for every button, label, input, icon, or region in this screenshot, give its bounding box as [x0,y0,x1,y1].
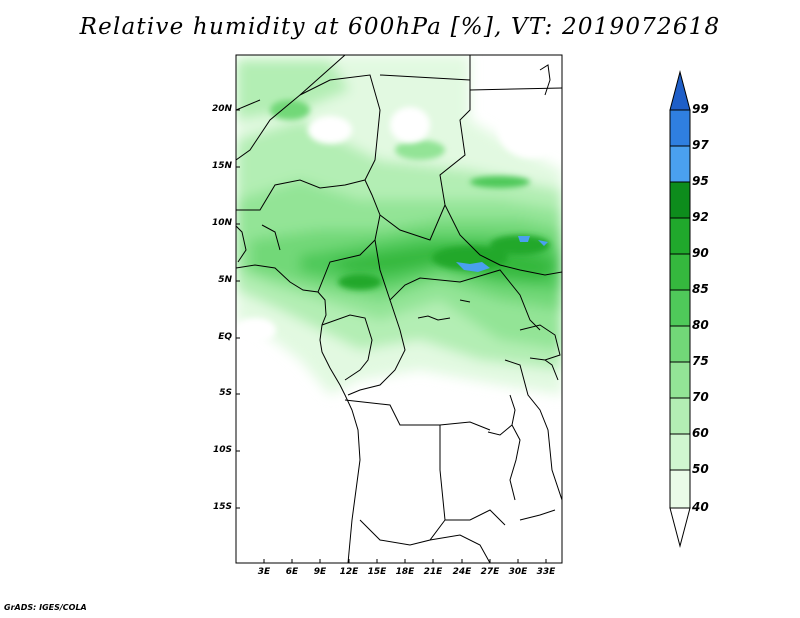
colorbar-segment [669,217,691,255]
colorbar-label-60: 60 [692,426,709,440]
colorbar-segment [669,289,691,327]
colorbar-segment [669,397,691,435]
lon-label-15e: 15E [367,567,387,577]
colorbar-label-90: 90 [692,246,709,260]
lat-label-eq: EQ [218,332,232,342]
lat-label-10s: 10S [212,445,232,455]
colorbar-label-97: 97 [692,138,709,152]
colorbar-segment [669,109,691,147]
lat-label-15s: 15S [212,502,232,512]
colorbar-label-40: 40 [692,500,709,514]
lon-label-6e: 6E [285,567,299,577]
map-frame [235,54,563,564]
colorbar-bottom-triangle [669,507,691,548]
colorbar-label-95: 95 [692,174,709,188]
lon-label-21e: 21E [423,567,443,577]
lon-label-33e: 33E [536,567,556,577]
lat-label-10n: 10N [211,218,232,228]
colorbar-segment [669,181,691,219]
colorbar-segment [669,253,691,291]
lat-label-5s: 5S [219,388,232,398]
lon-label-12e: 12E [339,567,359,577]
humidity-field [236,55,562,563]
colorbar-segment [669,361,691,399]
colorbar-segment [669,433,691,471]
country-borders [236,55,562,563]
colorbar-label-92: 92 [692,210,709,224]
axis-ticks [236,109,547,563]
colorbar-top-triangle [669,70,691,111]
lon-label-24e: 24E [452,567,472,577]
map-title: Relative humidity at 600hPa [%], VT: 201… [79,14,721,40]
lat-label-5n: 5N [218,275,232,285]
credit-text: GrADS: IGES/COLA [4,603,87,612]
lon-label-18e: 18E [395,567,415,577]
lon-label-3e: 3E [257,567,271,577]
colorbar-segment [669,469,691,509]
colorbar-segment [669,145,691,183]
colorbar-label-75: 75 [692,354,709,368]
colorbar-label-70: 70 [692,390,709,404]
lon-label-9e: 9E [313,567,327,577]
lon-label-30e: 30E [508,567,528,577]
lat-label-20n: 20N [211,104,232,114]
colorbar-label-99: 99 [692,102,709,116]
colorbar-label-85: 85 [692,282,709,296]
colorbar [669,70,691,548]
colorbar-label-50: 50 [692,462,709,476]
lat-label-15n: 15N [211,161,232,171]
colorbar-segment [669,325,691,363]
colorbar-label-80: 80 [692,318,709,332]
lon-label-27e: 27E [480,567,500,577]
